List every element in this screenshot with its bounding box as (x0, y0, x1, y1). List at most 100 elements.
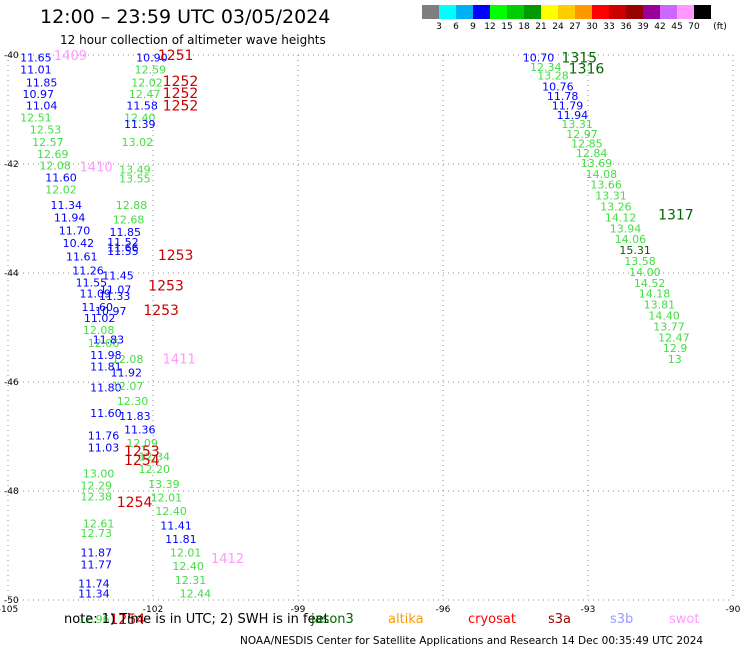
wave-height-value: 12.51 (20, 112, 52, 125)
color-scale-label: 24 (552, 22, 564, 32)
wave-height-value: 11.02 (84, 312, 116, 325)
wave-height-value: 12.97 (566, 128, 598, 141)
color-swatch (558, 5, 575, 19)
wave-height-value: 14.06 (615, 233, 647, 246)
wave-height-value: 12.47 (129, 88, 161, 101)
wave-height-value: 12.29 (81, 480, 113, 493)
wave-height-value: 12.40 (172, 560, 204, 573)
wave-height-value: 11.52 (107, 236, 139, 249)
wave-height-value: 11.01 (20, 64, 52, 77)
wave-height-value: 11.65 (20, 52, 52, 65)
wave-height-value: 14.18 (639, 288, 671, 301)
wave-height-value: 11.55 (107, 245, 139, 258)
wave-height-value: 11.04 (26, 100, 57, 113)
wave-height-value: 11.03 (88, 441, 120, 454)
wave-height-value: 11.60 (45, 172, 77, 185)
wave-height-value: 11.70 (59, 224, 91, 237)
wave-height-value: 11.81 (90, 361, 122, 374)
lat-tick-label: -44 (4, 269, 19, 279)
color-swatch (541, 5, 558, 19)
pass-time-label: 1252 (163, 99, 199, 115)
lat-tick-label: -46 (4, 378, 19, 388)
satellite-legend-s3a: s3a (548, 612, 572, 627)
wave-height-value: 11.41 (160, 519, 192, 532)
wave-height-value: 11.34 (78, 587, 110, 600)
wave-height-value: 13.55 (119, 173, 150, 186)
wave-height-value: 11.94 (557, 109, 589, 122)
wave-height-value: 13.69 (581, 157, 613, 170)
wave-height-value: 13.28 (537, 70, 569, 83)
wave-height-value: 11.83 (119, 410, 150, 423)
wave-height-value: 12.38 (81, 490, 113, 503)
color-scale-label: 6 (453, 22, 459, 32)
pass-time-label: 1412 (211, 552, 244, 567)
color-scale-label: 33 (603, 22, 615, 32)
color-scale-label: 21 (535, 22, 547, 32)
satellite-legend-swot: swot (669, 612, 700, 627)
wave-height-value: 11.58 (126, 100, 157, 113)
color-swatch (473, 5, 490, 19)
wave-height-value: 14.52 (634, 277, 666, 290)
wave-height-value: 12.85 (571, 137, 603, 150)
wave-height-value: 12.08 (112, 353, 143, 366)
wave-height-value: 13.39 (148, 478, 180, 491)
wave-height-value: 11.60 (81, 301, 113, 314)
wave-height-value: 13.81 (644, 299, 676, 312)
wave-height-value: 12.9 (663, 342, 688, 355)
satellite-legend-altika: altika (388, 612, 424, 627)
wave-height-value: 13.02 (122, 136, 154, 149)
color-scale-label: 12 (484, 22, 496, 32)
color-scale-label: 15 (501, 22, 513, 32)
wave-height-value: 12.31 (175, 574, 207, 587)
wave-height-value: 12.88 (116, 199, 147, 212)
color-swatch (626, 5, 643, 19)
wave-height-value: 12.40 (155, 505, 187, 518)
color-scale-label: 3 (436, 22, 442, 32)
wave-height-value: 11.98 (90, 349, 122, 362)
wave-height-value: 12.69 (37, 148, 69, 161)
pass-time-label: 1252 (163, 74, 199, 90)
wave-height-value: 13.94 (610, 222, 642, 235)
wave-height-value: 11.77 (81, 559, 113, 572)
wave-height-value: 10.97 (95, 305, 127, 318)
wave-height-value: 12.96 (78, 613, 110, 626)
wave-height-value: 11.76 (88, 429, 120, 442)
wave-height-value: 11.78 (547, 90, 579, 103)
wave-height-value: 12.61 (83, 518, 115, 531)
lat-tick-label: -50 (4, 596, 19, 606)
wave-height-value: 12.57 (32, 136, 64, 149)
color-swatch (456, 5, 473, 19)
wave-height-value: 12.84 (576, 147, 608, 160)
color-scale-unit: (ft) (713, 22, 727, 32)
lon-tick-label: -105 (0, 605, 18, 615)
map-title: 12:00 – 23:59 UTC 03/05/2024 (40, 6, 331, 28)
lat-tick-label: -48 (4, 487, 19, 497)
wave-height-value: 11.85 (26, 76, 57, 89)
wave-height-value: 11.74 (78, 578, 110, 591)
wave-height-value: 12.07 (112, 380, 143, 393)
color-scale-label: 42 (654, 22, 666, 32)
wave-height-value: 12.01 (170, 547, 202, 560)
wave-height-value: 13.58 (624, 255, 656, 268)
pass-time-label: 1410 (80, 161, 113, 176)
color-scale-label: 45 (671, 22, 683, 32)
pass-time-label: 1316 (569, 62, 605, 78)
wave-height-value: 14.00 (629, 266, 661, 279)
credit-line: NOAA/NESDIS Center for Satellite Applica… (240, 635, 704, 647)
wave-height-value: 10.76 (542, 81, 574, 94)
wave-height-value: 13.49 (119, 163, 150, 176)
color-scale-label: 70 (688, 22, 700, 32)
color-swatch (490, 5, 507, 19)
note-row: note: 1) Time is in UTC; 2) SWH is in fe… (0, 612, 740, 630)
map-subtitle: 12 hour collection of altimeter wave hei… (60, 33, 326, 47)
wave-height-value: 11.83 (93, 333, 125, 346)
wave-height-value: 13 (668, 353, 682, 366)
wave-height-value: 12.73 (81, 527, 113, 540)
wave-height-value: 12.08 (83, 324, 115, 337)
color-swatch (609, 5, 626, 19)
pass-time-label: 1251 (158, 48, 194, 64)
wave-height-value: 11.81 (165, 533, 197, 546)
wave-height-value: 11.07 (100, 283, 132, 296)
color-scale-label: 30 (586, 22, 598, 32)
